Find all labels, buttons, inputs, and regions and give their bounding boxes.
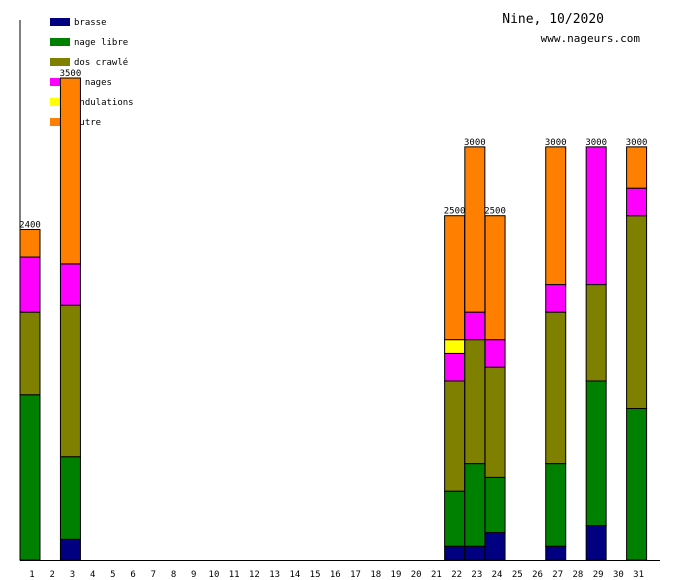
x-tick-label-23: 23: [471, 570, 482, 580]
bar-segment-24-dos-crawlé: [484, 366, 506, 478]
x-tick-label-12: 12: [249, 570, 260, 580]
total-label-3: 3500: [60, 69, 82, 79]
bar-segment-23-dos-crawlé: [464, 339, 486, 465]
bar-segment-31-nage-libre: [626, 408, 648, 561]
x-tick-label-13: 13: [269, 570, 280, 580]
x-tick-label-15: 15: [310, 570, 321, 580]
bar-segment-27-dos-crawlé: [545, 311, 567, 465]
bar-segment-27-4-nages: [545, 284, 567, 313]
bar-segment-31-4-nages: [626, 187, 648, 217]
bar-segment-27-nage-libre: [545, 463, 567, 547]
x-tick-label-11: 11: [229, 570, 240, 580]
bar-segment-1-nage-libre: [19, 394, 41, 561]
x-tick-label-9: 9: [191, 570, 196, 580]
x-tick-labels: 1 2 3 4 5 6 7 8 9 10 11 12 13 14 15 16 17 18 19 20 21 22 23 24 2…: [29, 570, 644, 580]
legend-label-ondulations: ondulations: [74, 98, 134, 108]
chart-title: Nine, 10/2020: [502, 12, 604, 27]
x-tick-label-8: 8: [171, 570, 176, 580]
bar-segment-29-nage-libre: [585, 380, 607, 527]
bar-segment-27-brasse: [545, 545, 567, 561]
x-tick-label-27: 27: [552, 570, 563, 580]
x-tick-label-25: 25: [512, 570, 523, 580]
total-label-27: 3000: [545, 138, 567, 148]
bar-segment-31-dos-crawlé: [626, 215, 648, 410]
bar-segment-24-autre: [484, 215, 506, 341]
bar-segment-23-nage-libre: [464, 463, 486, 547]
x-tick-label-18: 18: [370, 570, 381, 580]
x-tick-label-3: 3: [70, 570, 75, 580]
x-tick-label-29: 29: [593, 570, 604, 580]
bar-segment-29-dos-crawlé: [585, 284, 607, 382]
x-tick-label-21: 21: [431, 570, 442, 580]
x-tick-label-4: 4: [90, 570, 95, 580]
x-tick-label-24: 24: [492, 570, 503, 580]
bar-segment-22-autre: [444, 215, 466, 341]
total-label-1: 2400: [19, 220, 41, 230]
total-label-23: 3000: [464, 138, 486, 148]
total-labels: 2400 3500 2500 3000 2500 3000 3000 3000: [19, 69, 647, 230]
bar-segment-22-brasse: [444, 545, 466, 561]
x-tick-label-19: 19: [391, 570, 402, 580]
x-tick-label-28: 28: [573, 570, 584, 580]
x-tick-label-2: 2: [50, 570, 55, 580]
x-tick-label-10: 10: [209, 570, 220, 580]
x-tick-label-14: 14: [289, 570, 300, 580]
legend-label-4-nages: 4 nages: [74, 78, 112, 88]
bar-segment-3-nage-libre: [59, 456, 81, 540]
legend-label-dos-crawlé: dos crawlé: [74, 57, 128, 68]
bar-segment-24-nage-libre: [484, 476, 506, 533]
x-tick-label-6: 6: [130, 570, 135, 580]
bar-segment-3-dos-crawlé: [59, 304, 81, 458]
bar-segment-31-autre: [626, 146, 648, 189]
bar-segment-22-dos-crawlé: [444, 380, 466, 492]
total-label-22: 2500: [444, 207, 466, 217]
bar-segment-1-4-nages: [19, 256, 41, 313]
bar-segment-22-nage-libre: [444, 490, 466, 547]
legend-label-autre: autre: [74, 118, 101, 128]
bar-segment-3-autre: [59, 77, 81, 265]
bar-segment-29-4-nages: [585, 146, 607, 286]
bars: [19, 77, 648, 561]
x-tick-label-16: 16: [330, 570, 341, 580]
bar-segment-22-ondulations: [444, 339, 466, 354]
x-tick-label-20: 20: [411, 570, 422, 580]
x-tick-label-26: 26: [532, 570, 543, 580]
x-tick-label-5: 5: [110, 570, 115, 580]
bar-segment-23-4-nages: [464, 311, 486, 341]
bar-segment-1-dos-crawlé: [19, 311, 41, 396]
bar-segment-23-brasse: [464, 545, 486, 561]
bar-segment-29-brasse: [585, 525, 607, 561]
x-tick-label-1: 1: [29, 570, 34, 580]
x-tick-label-7: 7: [151, 570, 156, 580]
total-label-29: 3000: [585, 138, 607, 148]
bar-segment-3-4-nages: [59, 263, 81, 306]
legend-swatch-dos-crawlé: [50, 58, 70, 66]
site-url: www.nageurs.com: [541, 32, 641, 45]
axes: [19, 20, 660, 561]
bar-segment-24-brasse: [484, 531, 506, 561]
bar-segment-27-autre: [545, 146, 567, 286]
total-label-31: 3000: [626, 138, 648, 148]
bar-segment-1-autre: [19, 228, 41, 258]
legend-swatch-nage-libre: [50, 38, 70, 46]
legend-label-nage-libre: nage libre: [74, 38, 128, 48]
bar-segment-23-autre: [464, 146, 486, 313]
legend-label-brasse: brasse: [74, 18, 107, 28]
x-tick-label-17: 17: [350, 570, 361, 580]
x-tick-label-22: 22: [451, 570, 462, 580]
bar-segment-3-brasse: [59, 538, 81, 561]
bar-segment-22-4-nages: [444, 352, 466, 382]
x-tick-label-30: 30: [613, 570, 624, 580]
bar-segment-24-4-nages: [484, 339, 506, 368]
legend-swatch-brasse: [50, 18, 70, 26]
total-label-24: 2500: [484, 207, 506, 217]
x-tick-label-31: 31: [633, 570, 644, 580]
